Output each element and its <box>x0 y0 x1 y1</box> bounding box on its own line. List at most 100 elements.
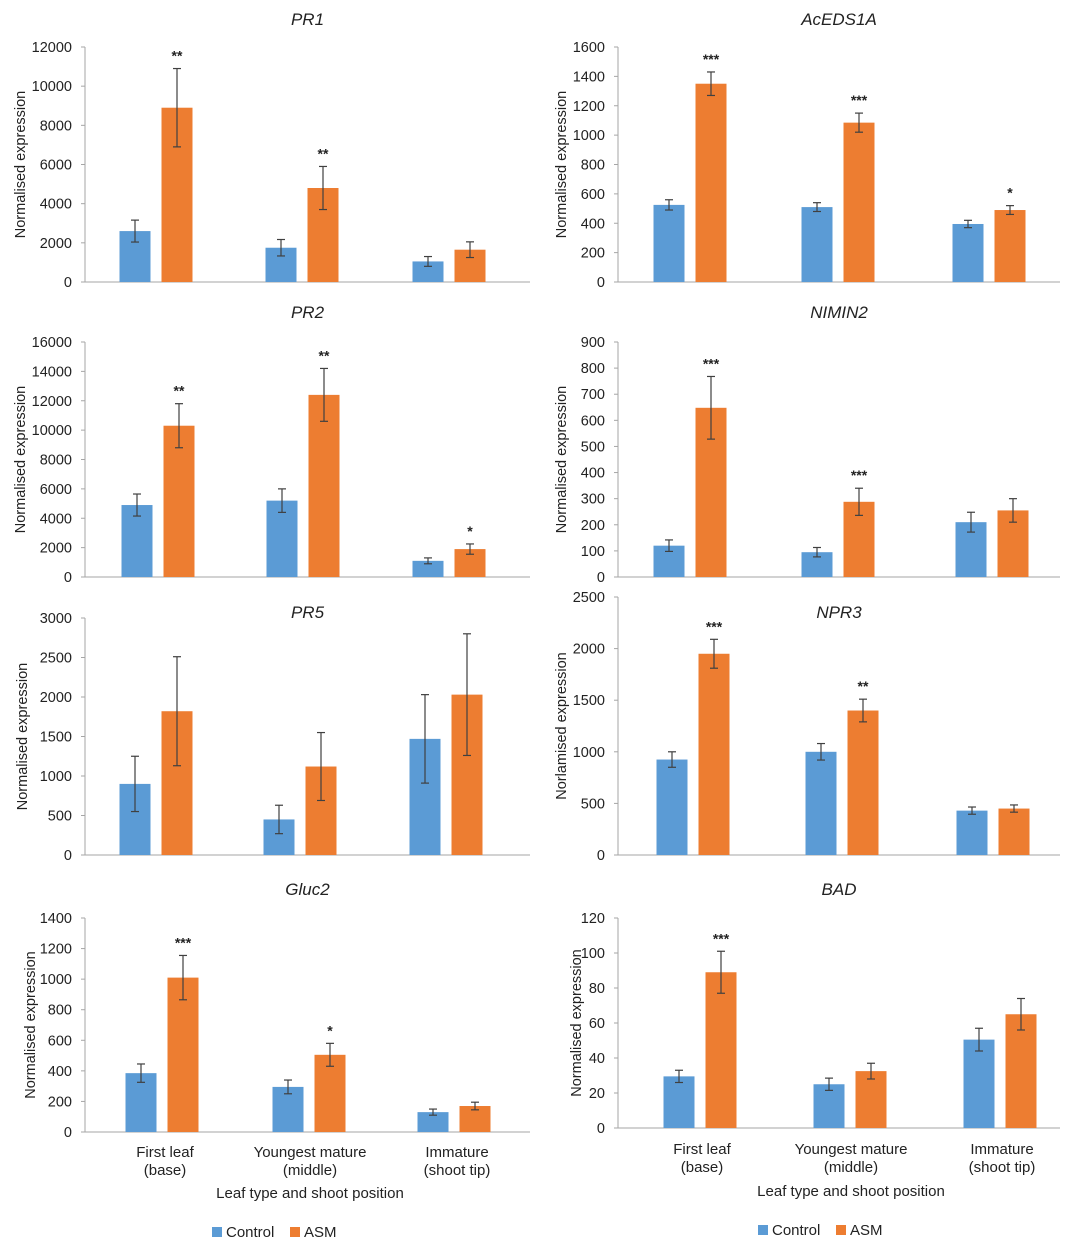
y-tick-label: 0 <box>597 570 605 586</box>
significance-label: ** <box>172 48 183 64</box>
error-bar <box>320 367 328 422</box>
bar-control <box>272 1086 304 1132</box>
y-tick-label: 400 <box>581 466 605 482</box>
bar-control <box>266 500 298 577</box>
y-tick-label: 900 <box>581 335 605 351</box>
error-bar <box>275 804 283 835</box>
chart-panel-aceds1a: AcEDS1A 0 200 400 600 800 1000 1200 1400 1600 Norm… <box>554 10 1060 291</box>
bar-control <box>653 204 685 282</box>
x-tick-label: Immature <box>970 1141 1033 1158</box>
error-bar <box>710 638 718 669</box>
error-bar <box>317 731 325 802</box>
y-tick-label: 800 <box>581 158 605 174</box>
error-bar <box>463 633 471 757</box>
bar-asm <box>695 83 727 282</box>
error-bar <box>668 751 676 768</box>
significance-label: ** <box>319 347 330 363</box>
y-tick-label: 1000 <box>40 972 72 988</box>
significance-label: * <box>467 523 473 539</box>
y-tick-label: 0 <box>64 570 72 586</box>
y-tick-label: 600 <box>581 187 605 203</box>
legend-swatch-control <box>758 1225 768 1235</box>
y-tick-label: 1400 <box>573 69 605 85</box>
bar-control <box>412 560 444 577</box>
y-tick-label: 6000 <box>40 158 72 174</box>
y-tick-label: 6000 <box>40 482 72 498</box>
chart-panel-gluc2: Gluc2 0 200 400 600 800 1000 1200 1400 Normalised… <box>23 880 530 1141</box>
y-tick-label: 2000 <box>40 236 72 252</box>
error-bar <box>1006 205 1014 216</box>
x-tick-label: First leaf <box>673 1141 731 1158</box>
x-tick-label: Youngest mature <box>795 1141 908 1158</box>
chart-title: NIMIN2 <box>810 303 868 322</box>
y-tick-label: 500 <box>581 439 605 455</box>
significance-label: *** <box>713 930 730 946</box>
y-tick-label: 1000 <box>40 769 72 785</box>
error-bar <box>717 950 725 994</box>
y-tick-label: 200 <box>581 518 605 534</box>
bar-control <box>805 751 837 855</box>
y-axis-title: Normalised expression <box>23 951 39 1098</box>
error-bar <box>813 202 821 213</box>
bar-asm <box>314 1054 346 1132</box>
y-tick-label: 1600 <box>573 40 605 56</box>
error-bar <box>137 1063 145 1083</box>
bar-control <box>952 223 984 282</box>
legend-swatch-asm <box>290 1227 300 1237</box>
chart-title: BAD <box>822 880 857 899</box>
chart-panel-pr1: PR1 0 2000 4000 6000 8000 10000 12000 Normalised… <box>13 10 530 291</box>
y-axis-title: Normalised expression <box>569 949 585 1096</box>
legend-swatch-control <box>212 1227 222 1237</box>
chart-title: PR5 <box>291 603 325 622</box>
error-bar <box>1017 997 1025 1031</box>
y-tick-label: 800 <box>48 1003 72 1019</box>
y-axis-title: Norlamised expression <box>554 652 570 799</box>
error-bar <box>175 403 183 449</box>
error-bar <box>967 511 975 533</box>
error-bar <box>326 1042 334 1067</box>
y-tick-label: 1200 <box>40 942 72 958</box>
chart-title: NPR3 <box>816 603 862 622</box>
error-bar <box>817 742 825 761</box>
legend-label-asm: ASM <box>850 1222 883 1239</box>
x-axis-title: Leaf type and shoot position <box>757 1183 945 1200</box>
significance-label: *** <box>851 467 868 483</box>
bar-asm <box>994 210 1026 282</box>
error-bar <box>1009 498 1017 523</box>
y-tick-label: 120 <box>581 911 605 927</box>
y-tick-label: 200 <box>48 1094 72 1110</box>
bar-control <box>663 1076 695 1128</box>
bar-asm <box>855 1071 887 1128</box>
bar-control <box>801 207 833 282</box>
significance-label: ** <box>174 383 185 399</box>
error-bar <box>278 488 286 513</box>
y-tick-label: 0 <box>597 848 605 864</box>
y-tick-label: 2000 <box>573 642 605 658</box>
bar-control <box>412 261 444 282</box>
bar-asm <box>843 122 875 282</box>
bar-control <box>417 1112 449 1132</box>
bar-asm <box>167 977 199 1132</box>
error-bar <box>675 1069 683 1084</box>
y-tick-label: 8000 <box>40 453 72 469</box>
y-tick-label: 0 <box>597 1121 605 1137</box>
error-bar <box>964 219 972 229</box>
y-tick-label: 10000 <box>32 423 72 439</box>
y-tick-label: 600 <box>581 413 605 429</box>
bar-control <box>656 759 688 855</box>
error-bar <box>665 199 673 211</box>
y-tick-label: 12000 <box>32 40 72 56</box>
significance-label: *** <box>175 934 192 950</box>
y-tick-label: 12000 <box>32 394 72 410</box>
y-tick-label: 2500 <box>573 590 605 606</box>
y-tick-label: 0 <box>597 275 605 291</box>
x-tick-label: (shoot tip) <box>969 1159 1036 1176</box>
y-tick-label: 80 <box>589 981 605 997</box>
significance-label: *** <box>703 51 720 67</box>
bar-asm <box>698 653 730 855</box>
bar-asm <box>705 972 737 1128</box>
x-tick-label: First leaf <box>136 1144 194 1161</box>
error-bar <box>179 954 187 1001</box>
y-tick-label: 60 <box>589 1016 605 1032</box>
bar-control <box>125 1073 157 1132</box>
